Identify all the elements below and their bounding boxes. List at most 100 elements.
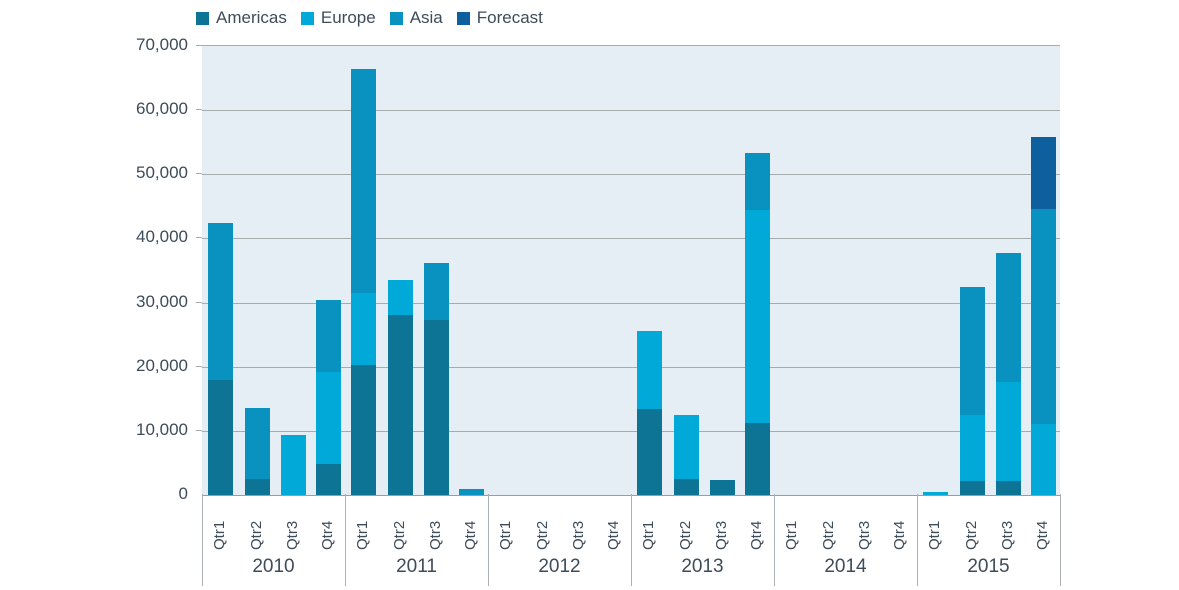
bar-2010-qtr2 bbox=[245, 408, 270, 495]
bar-segment-americas bbox=[745, 423, 770, 495]
x-axis-year-label: 2015 bbox=[967, 556, 1010, 577]
bar-segment-europe bbox=[960, 415, 985, 481]
x-axis-year-label: 2013 bbox=[681, 556, 724, 577]
legend-label: Asia bbox=[409, 8, 443, 27]
x-axis-quarter-label: Qtr2 bbox=[248, 520, 265, 550]
bar-segment-americas bbox=[674, 479, 699, 495]
x-axis-quarter-label: Qtr3 bbox=[713, 520, 730, 550]
x-axis-group-separator bbox=[917, 494, 918, 586]
x-axis-year-label: 2010 bbox=[252, 556, 295, 577]
x-axis-quarter-label: Qtr3 bbox=[999, 520, 1016, 550]
bar-2011-qtr3 bbox=[424, 263, 449, 495]
legend-swatch-icon bbox=[389, 11, 403, 25]
bar-segment-asia bbox=[208, 223, 233, 380]
gridline bbox=[202, 174, 1060, 175]
x-axis-quarter-label: Qtr1 bbox=[497, 520, 514, 550]
x-axis-quarter-label: Qtr1 bbox=[211, 520, 228, 550]
x-axis-group-separator bbox=[1060, 494, 1061, 586]
bar-2011-qtr2 bbox=[388, 280, 413, 495]
x-axis-quarter-label: Qtr4 bbox=[1034, 520, 1051, 550]
y-axis-tick-label: 60,000 bbox=[136, 99, 188, 119]
bar-segment-americas bbox=[710, 480, 735, 495]
bar-segment-americas bbox=[316, 464, 341, 495]
bar-segment-europe bbox=[745, 210, 770, 423]
x-axis-quarter-label: Qtr4 bbox=[462, 520, 479, 550]
x-axis-group-separator bbox=[631, 494, 632, 586]
bar-segment-europe bbox=[351, 293, 376, 365]
bar-segment-americas bbox=[424, 320, 449, 495]
legend-label: Americas bbox=[216, 8, 287, 27]
chart-legend: Americas Europe Asia Forecast bbox=[196, 8, 543, 28]
bar-segment-europe bbox=[923, 492, 948, 495]
x-axis-quarter-label: Qtr2 bbox=[534, 520, 551, 550]
x-axis-quarter-label: Qtr4 bbox=[605, 520, 622, 550]
x-axis-quarter-label: Qtr1 bbox=[354, 520, 371, 550]
gridline bbox=[202, 238, 1060, 239]
bar-segment-asia bbox=[245, 408, 270, 479]
bar-segment-asia bbox=[459, 489, 484, 495]
x-axis-quarter-label: Qtr1 bbox=[640, 520, 657, 550]
bar-segment-europe bbox=[316, 372, 341, 464]
y-axis-tick-label: 0 bbox=[178, 484, 188, 503]
bar-segment-europe bbox=[637, 331, 662, 409]
legend-item-americas: Americas bbox=[196, 8, 287, 28]
y-axis-tick-label: 70,000 bbox=[136, 35, 188, 54]
y-axis-tick-label: 10,000 bbox=[136, 419, 188, 439]
x-axis-group-separator bbox=[774, 494, 775, 586]
bar-segment-americas bbox=[388, 315, 413, 495]
bar-2013-qtr4 bbox=[745, 153, 770, 495]
legend-item-forecast: Forecast bbox=[456, 8, 543, 28]
y-axis-tick-label: 40,000 bbox=[136, 227, 188, 247]
x-axis-quarter-label: Qtr1 bbox=[926, 520, 943, 550]
x-axis-quarter-label: Qtr3 bbox=[570, 520, 587, 550]
y-axis-tick-label: 20,000 bbox=[136, 355, 188, 375]
x-axis-quarter-label: Qtr2 bbox=[963, 520, 980, 550]
bar-2011-qtr1 bbox=[351, 69, 376, 495]
y-axis-tick-mark bbox=[196, 45, 202, 46]
bar-segment-americas bbox=[637, 409, 662, 495]
gridline bbox=[202, 367, 1060, 368]
bar-segment-europe bbox=[1031, 424, 1056, 495]
bar-2011-qtr4 bbox=[459, 489, 484, 495]
bar-2013-qtr2 bbox=[674, 415, 699, 495]
bar-2015-qtr3 bbox=[996, 253, 1021, 495]
legend-item-europe: Europe bbox=[300, 8, 376, 28]
x-axis-quarter-label: Qtr2 bbox=[677, 520, 694, 550]
bar-segment-asia bbox=[424, 263, 449, 320]
bar-segment-forecast bbox=[1031, 137, 1056, 209]
legend-swatch-icon bbox=[456, 11, 470, 25]
bar-2010-qtr4 bbox=[316, 300, 341, 495]
x-axis-group-separator bbox=[202, 494, 203, 586]
bar-2013-qtr1 bbox=[637, 331, 662, 495]
plot-area bbox=[202, 45, 1060, 496]
legend-swatch-icon bbox=[300, 11, 314, 25]
bar-2013-qtr3 bbox=[710, 480, 735, 495]
bar-segment-asia bbox=[745, 153, 770, 210]
legend-label: Forecast bbox=[476, 8, 543, 27]
bar-segment-asia bbox=[1031, 209, 1056, 424]
y-axis-tick-label: 30,000 bbox=[136, 291, 188, 311]
bar-2010-qtr1 bbox=[208, 223, 233, 495]
bar-2010-qtr3 bbox=[281, 435, 306, 495]
gridline bbox=[202, 110, 1060, 111]
x-axis-quarter-label: Qtr3 bbox=[856, 520, 873, 550]
x-axis-group-separator bbox=[345, 494, 346, 586]
x-axis-quarter-label: Qtr2 bbox=[391, 520, 408, 550]
x-axis-quarter-label: Qtr4 bbox=[748, 520, 765, 550]
x-axis-quarter-label: Qtr2 bbox=[820, 520, 837, 550]
bar-segment-asia bbox=[996, 253, 1021, 382]
x-axis-quarter-label: Qtr3 bbox=[427, 520, 444, 550]
bar-segment-americas bbox=[960, 481, 985, 495]
x-axis-year-label: 2012 bbox=[538, 556, 581, 577]
bar-2015-qtr4 bbox=[1031, 137, 1056, 495]
legend-swatch-icon bbox=[196, 11, 209, 25]
x-axis-group-separator bbox=[488, 494, 489, 586]
x-axis-quarter-label: Qtr4 bbox=[319, 520, 336, 550]
y-axis-tick-mark bbox=[196, 301, 202, 303]
x-axis-quarter-label: Qtr1 bbox=[783, 520, 800, 550]
y-axis-tick-mark bbox=[196, 365, 202, 367]
bar-segment-americas bbox=[996, 481, 1021, 495]
bar-2015-qtr2 bbox=[960, 287, 985, 495]
gridline bbox=[202, 431, 1060, 432]
